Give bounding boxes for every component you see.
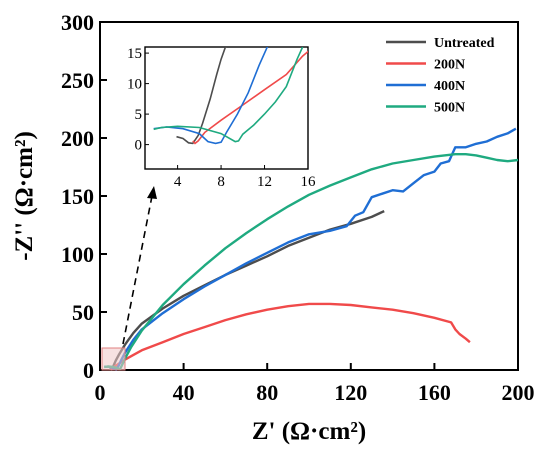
inset-frame xyxy=(144,46,309,170)
x-tick-label: 40 xyxy=(173,380,195,405)
series-line-200n xyxy=(110,302,471,371)
inset-series-line-untreated xyxy=(176,47,227,145)
x-axis-title: Z' (Ω·cm²) xyxy=(252,418,366,445)
legend-label: Untreated xyxy=(434,36,495,51)
zoom-region xyxy=(101,347,126,371)
inset-y-tick-label: 0 xyxy=(135,138,143,154)
inset-series-line-400n xyxy=(153,47,269,145)
x-tick-label: 200 xyxy=(502,380,535,405)
inset-ticks: 4 8 12 16 0 5 10 15 xyxy=(127,46,316,190)
x-tick-label: 80 xyxy=(256,380,278,405)
zoom-arrow-head xyxy=(147,186,157,199)
inset-x-tick-label: 4 xyxy=(174,174,182,190)
y-tick-label: 300 xyxy=(61,10,94,35)
x-tick-label: 160 xyxy=(418,380,451,405)
inset-x-tick-label: 8 xyxy=(217,174,225,190)
legend-label: 200N xyxy=(434,58,465,73)
y-tick-label: 250 xyxy=(61,68,94,93)
inset-x-tick-label: 12 xyxy=(257,174,272,190)
inset-y-tick-label: 5 xyxy=(135,107,143,123)
zoom-arrow-line xyxy=(122,195,153,345)
inset-series-layer xyxy=(153,47,308,145)
x-axis-ticks: 0 40 80 120 160 200 xyxy=(95,363,535,405)
y-tick-label: 100 xyxy=(61,242,94,267)
y-tick-label: 0 xyxy=(83,358,94,383)
x-tick-label: 0 xyxy=(95,380,106,405)
inset-y-tick-label: 15 xyxy=(127,46,142,62)
y-tick-label: 50 xyxy=(72,300,94,325)
inset-series-line-500n xyxy=(153,47,304,143)
inset-x-tick-label: 16 xyxy=(301,174,317,190)
y-axis-title: -Z'' (Ω·cm²) xyxy=(11,131,38,261)
legend: Untreated 200N 400N 500N xyxy=(386,36,495,116)
y-tick-label: 150 xyxy=(61,184,94,209)
y-axis-ticks: 0 50 100 150 200 250 300 xyxy=(61,10,107,383)
series-layer xyxy=(104,127,519,371)
y-tick-label: 200 xyxy=(61,126,94,151)
legend-label: 400N xyxy=(434,79,465,94)
legend-label: 500N xyxy=(434,101,465,116)
inset-y-tick-label: 10 xyxy=(127,77,142,93)
x-tick-label: 120 xyxy=(334,380,367,405)
